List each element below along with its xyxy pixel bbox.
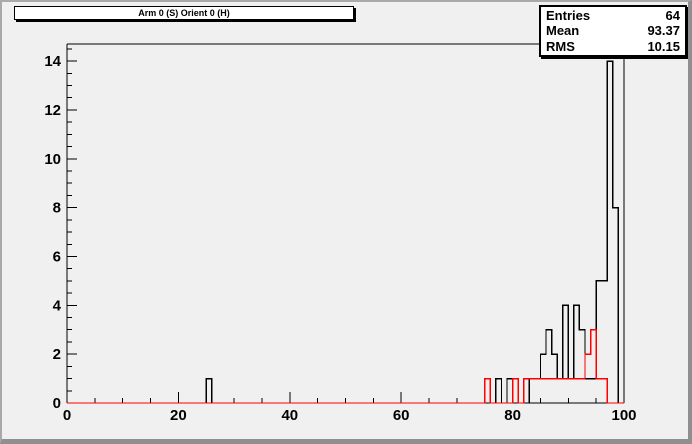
y-tick-label: 2 [53, 346, 61, 363]
y-tick-label: 0 [53, 395, 61, 412]
x-tick-label: 60 [393, 407, 410, 424]
stats-rms-label: RMS [546, 38, 575, 54]
stats-rms-value: 10.15 [647, 38, 680, 54]
stats-row-mean: Mean 93.37 [546, 23, 680, 38]
overlay-histogram-path [67, 329, 624, 404]
main-histogram-path [67, 60, 624, 404]
title-box: Arm 0 (S) Orient 0 (H) [14, 6, 354, 20]
stats-box: Entries 64 Mean 93.37 RMS 10.15 [539, 5, 687, 57]
y-tick-label: 12 [44, 102, 61, 119]
x-tick-label: 20 [170, 407, 187, 424]
x-tick-label: 80 [504, 407, 521, 424]
stats-row-rms: RMS 10.15 [546, 39, 680, 54]
y-tick-label: 10 [44, 151, 61, 168]
stats-mean-value: 93.37 [647, 23, 680, 39]
stats-mean-label: Mean [546, 23, 580, 39]
x-tick-label: 0 [63, 407, 71, 424]
stats-entries-value: 64 [665, 8, 680, 24]
x-tick-label: 40 [281, 407, 298, 424]
y-tick-label: 8 [53, 200, 61, 217]
x-tick-label: 100 [611, 407, 636, 424]
y-tick-label: 6 [53, 248, 61, 265]
histogram-plot: 0 20 40 60 80 100 0 2 4 6 8 10 12 14 [44, 43, 637, 424]
y-tick-label: 4 [53, 297, 62, 314]
stats-row-entries: Entries 64 [546, 8, 680, 23]
y-tick-label: 14 [44, 53, 61, 70]
plot-title: Arm 0 (S) Orient 0 (H) [138, 8, 230, 18]
stats-entries-label: Entries [546, 8, 591, 24]
